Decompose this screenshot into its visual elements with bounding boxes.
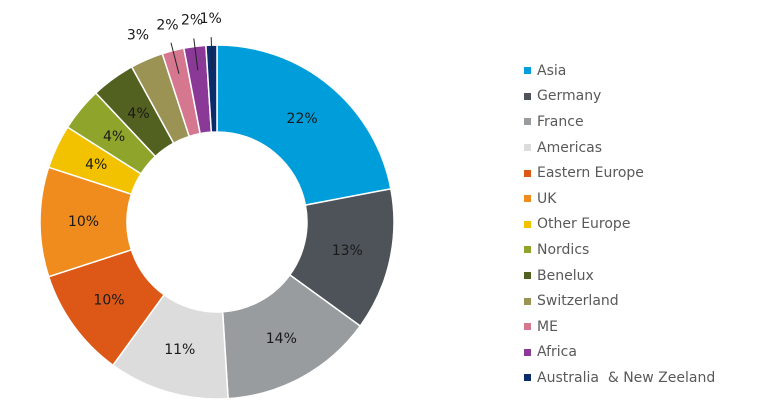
legend-item-germany: Germany — [524, 84, 715, 110]
donut-slices — [39, 44, 395, 400]
legend-label: UK — [537, 190, 557, 207]
legend-label: ME — [537, 318, 558, 335]
leader-line-africa — [193, 38, 199, 71]
leader-line-me — [170, 42, 180, 74]
legend-item-africa: Africa — [524, 340, 715, 366]
legend-item-nordics: Nordics — [524, 237, 715, 263]
legend-swatch — [524, 272, 531, 280]
data-label-eastern-europe: 10% — [93, 292, 124, 308]
data-label-benelux: 4% — [127, 106, 149, 122]
legend-swatch — [524, 374, 531, 382]
legend-label: Asia — [537, 62, 567, 79]
legend-swatch — [524, 67, 531, 75]
legend-label: Americas — [537, 139, 603, 156]
chart-legend: Asia Germany France Americas Eastern Europe U… — [524, 58, 715, 391]
legend-swatch — [524, 297, 531, 305]
data-label-france: 14% — [266, 331, 297, 347]
legend-swatch — [524, 118, 531, 126]
data-label-uk: 10% — [68, 214, 99, 230]
data-label-asia: 22% — [287, 111, 318, 127]
legend-label: Germany — [537, 88, 602, 105]
legend-swatch — [524, 348, 531, 356]
legend-label: Australia & New Zeeland — [537, 369, 716, 386]
legend-label: Nordics — [537, 241, 590, 258]
legend-swatch — [524, 246, 531, 254]
legend-item-asia: Asia — [524, 58, 715, 84]
leader-lines — [170, 37, 213, 74]
data-label-nordics: 4% — [103, 129, 125, 145]
legend-item-australia-new-zeeland: Australia & New Zeeland — [524, 365, 715, 391]
data-label-africa: 2% — [181, 13, 203, 29]
legend-item-france: France — [524, 109, 715, 135]
data-label-other-europe: 4% — [85, 157, 107, 173]
legend-item-me: ME — [524, 314, 715, 340]
data-label-australia-new-zeeland: 1% — [200, 11, 222, 27]
legend-swatch — [524, 195, 531, 203]
data-label-germany: 13% — [332, 243, 363, 259]
legend-swatch — [524, 169, 531, 177]
legend-item-eastern-europe: Eastern Europe — [524, 160, 715, 186]
legend-label: Switzerland — [537, 293, 619, 310]
legend-label: France — [537, 113, 584, 130]
legend-item-uk: UK — [524, 186, 715, 212]
legend-swatch — [524, 144, 531, 152]
legend-item-switzerland: Switzerland — [524, 288, 715, 314]
legend-swatch — [524, 220, 531, 228]
data-label-switzerland: 3% — [127, 27, 149, 43]
leader-line-australia-new-zeeland — [210, 37, 213, 70]
legend-label: Africa — [537, 344, 577, 361]
legend-item-other-europe: Other Europe — [524, 212, 715, 238]
legend-swatch — [524, 323, 531, 331]
data-label-americas: 11% — [164, 342, 195, 358]
legend-label: Benelux — [537, 267, 594, 284]
legend-label: Other Europe — [537, 216, 631, 233]
slice-asia — [216, 44, 392, 207]
legend-item-benelux: Benelux — [524, 263, 715, 289]
legend-swatch — [524, 92, 531, 100]
legend-item-americas: Americas — [524, 135, 715, 161]
data-label-me: 2% — [156, 17, 178, 33]
data-labels: 22%13%14%11%10%10%4%4%4%3%2% 2%1% — [68, 11, 363, 358]
legend-label: Eastern Europe — [537, 165, 644, 182]
slice-australia-new-zeeland — [205, 44, 218, 133]
